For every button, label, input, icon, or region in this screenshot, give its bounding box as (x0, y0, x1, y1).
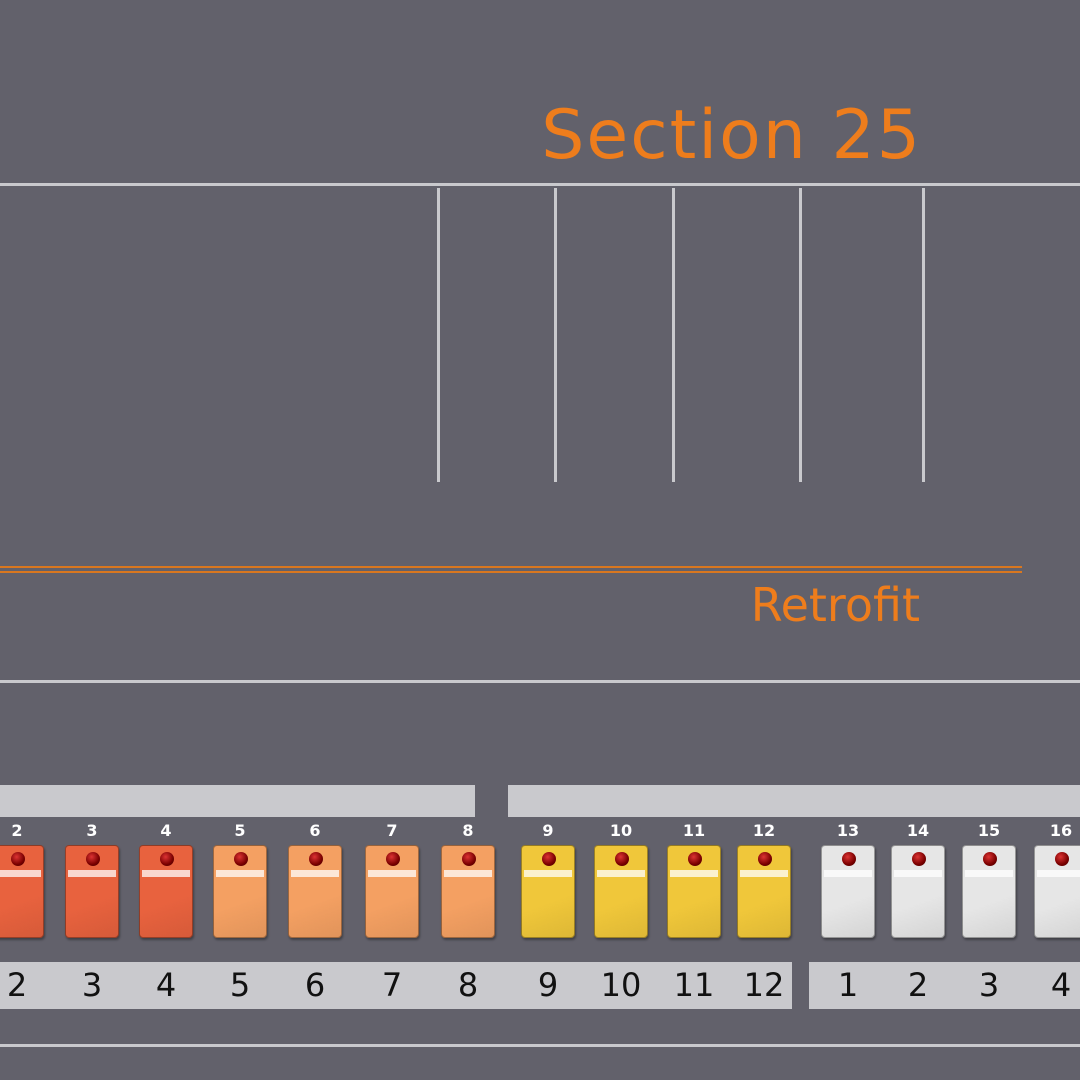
step-label: 3 (978, 966, 1000, 1004)
label-strip (0, 962, 792, 1009)
button-highlight (1037, 870, 1080, 877)
step-label: 2 (907, 966, 929, 1004)
step-led (758, 852, 772, 866)
divider (437, 188, 440, 482)
button-highlight (824, 870, 872, 877)
button-highlight (894, 870, 942, 877)
step-button[interactable] (365, 845, 419, 938)
step-label: 8 (457, 966, 479, 1004)
step-number: 9 (542, 821, 554, 840)
step-number: 16 (1049, 821, 1073, 840)
step-led (983, 852, 997, 866)
step-label: 1 (837, 966, 859, 1004)
step-number: 13 (836, 821, 860, 840)
step-number: 5 (234, 821, 246, 840)
step-button[interactable] (288, 845, 342, 938)
step-led (462, 852, 476, 866)
button-highlight (368, 870, 416, 877)
subtitle: Retrofit (750, 578, 920, 632)
divider (672, 188, 675, 482)
step-number: 4 (160, 821, 172, 840)
step-button[interactable] (667, 845, 721, 938)
step-led (688, 852, 702, 866)
step-led (386, 852, 400, 866)
step-label: 6 (304, 966, 326, 1004)
step-led (86, 852, 100, 866)
divider (0, 183, 1080, 186)
divider (554, 188, 557, 482)
step-led (11, 852, 25, 866)
step-led (234, 852, 248, 866)
step-button[interactable] (594, 845, 648, 938)
step-led (912, 852, 926, 866)
button-highlight (216, 870, 264, 877)
divider (922, 188, 925, 482)
accent-line (0, 566, 1022, 568)
step-number: 8 (462, 821, 474, 840)
step-number: 10 (609, 821, 633, 840)
button-highlight (0, 870, 41, 877)
step-number: 7 (386, 821, 398, 840)
step-button[interactable] (139, 845, 193, 938)
step-button[interactable] (1034, 845, 1080, 938)
step-button[interactable] (821, 845, 875, 938)
step-label: 7 (381, 966, 403, 1004)
step-button[interactable] (0, 845, 44, 938)
divider (799, 188, 802, 482)
group-bar (508, 785, 1080, 817)
button-highlight (740, 870, 788, 877)
step-button[interactable] (213, 845, 267, 938)
button-highlight (142, 870, 190, 877)
step-number: 11 (682, 821, 706, 840)
group-bar (0, 785, 475, 817)
step-number: 2 (11, 821, 23, 840)
step-led (160, 852, 174, 866)
step-label: 10 (600, 966, 642, 1004)
step-number: 14 (906, 821, 930, 840)
step-button[interactable] (441, 845, 495, 938)
step-label: 2 (6, 966, 28, 1004)
button-highlight (444, 870, 492, 877)
step-led (542, 852, 556, 866)
step-label: 4 (155, 966, 177, 1004)
section-title: Section 25 (541, 96, 922, 175)
step-label: 5 (229, 966, 251, 1004)
step-number: 6 (309, 821, 321, 840)
accent-line (0, 571, 1022, 573)
step-label: 12 (743, 966, 785, 1004)
button-highlight (670, 870, 718, 877)
label-strip (809, 962, 1080, 1009)
step-number: 3 (86, 821, 98, 840)
divider (0, 680, 1080, 683)
step-led (1055, 852, 1069, 866)
divider (0, 1044, 1080, 1047)
step-led (309, 852, 323, 866)
step-button[interactable] (891, 845, 945, 938)
button-highlight (965, 870, 1013, 877)
step-button[interactable] (65, 845, 119, 938)
button-highlight (68, 870, 116, 877)
step-led (842, 852, 856, 866)
step-label: 3 (81, 966, 103, 1004)
step-button[interactable] (521, 845, 575, 938)
step-led (615, 852, 629, 866)
button-highlight (597, 870, 645, 877)
step-label: 11 (673, 966, 715, 1004)
step-number: 12 (752, 821, 776, 840)
button-highlight (524, 870, 572, 877)
step-label: 9 (537, 966, 559, 1004)
step-label: 4 (1050, 966, 1072, 1004)
step-button[interactable] (962, 845, 1016, 938)
step-number: 15 (977, 821, 1001, 840)
step-button[interactable] (737, 845, 791, 938)
button-highlight (291, 870, 339, 877)
